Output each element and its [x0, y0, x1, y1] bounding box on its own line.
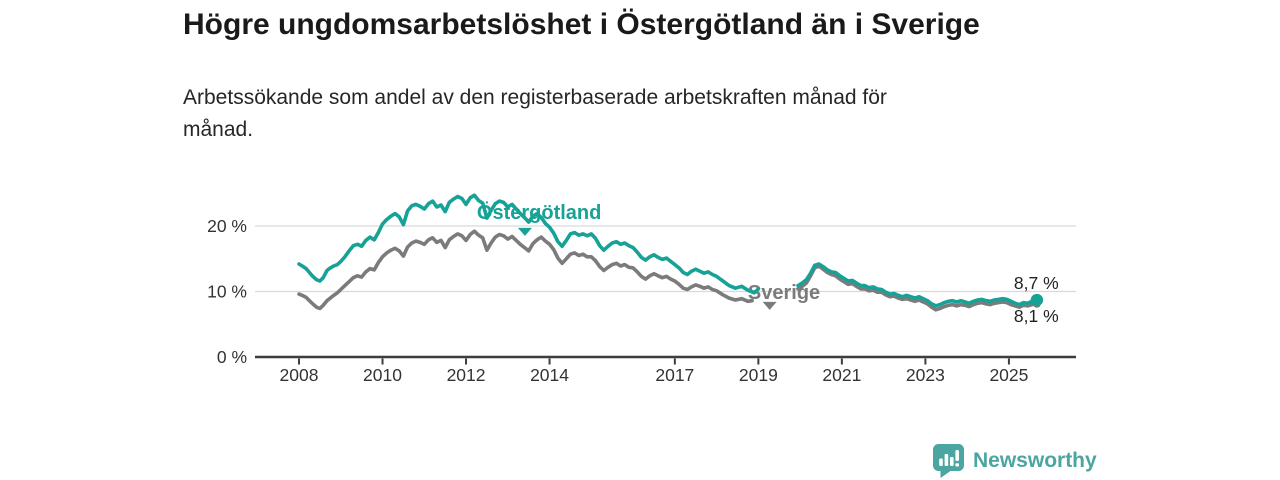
- series-line-sverige-seg1: [297, 229, 754, 311]
- x-tick-label-2023: 2023: [906, 365, 945, 385]
- bar-chart-speech-bubble-icon: [933, 444, 964, 478]
- x-tick-label-2019: 2019: [739, 365, 778, 385]
- brand-logo: Newsworthy: [933, 444, 1097, 478]
- x-tick-label-2017: 2017: [655, 365, 694, 385]
- x-tick-label-2014: 2014: [530, 365, 569, 385]
- page-title: Högre ungdomsarbetslöshet i Östergötland…: [183, 8, 980, 41]
- series-line-stergtland-seg2: [796, 262, 1039, 308]
- brand-name: Newsworthy: [973, 449, 1097, 472]
- series-line-stergtland-seg1: [297, 193, 761, 295]
- x-tick-label-2010: 2010: [363, 365, 402, 385]
- y-tick-label-10: 10 %: [207, 282, 247, 302]
- x-tick-label-2012: 2012: [447, 365, 486, 385]
- series-label-pointer-sverige: [762, 301, 777, 310]
- series-label-pointer-stergtland: [517, 227, 532, 236]
- series-label-stergtland: Östergötland: [477, 201, 601, 224]
- chart-subtitle: Arbetssökande som andel av den registerb…: [183, 82, 887, 145]
- y-tick-label-20: 20 %: [207, 216, 247, 236]
- end-dot-stergtland: [1030, 293, 1044, 307]
- chart-subtitle-line2: månad.: [183, 117, 254, 141]
- y-tick-label-0: 0 %: [217, 347, 247, 367]
- chart-subtitle-line1: Arbetssökande som andel av den registerb…: [183, 86, 887, 109]
- end-label-stergtland: 8,7 %: [1014, 273, 1059, 293]
- end-label-sverige: 8,1 %: [1014, 306, 1059, 326]
- x-tick-label-2021: 2021: [822, 365, 861, 385]
- x-tick-label-2025: 2025: [989, 365, 1028, 385]
- series-line-sverige-seg2: [796, 264, 1039, 312]
- series-label-sverige: Sverige: [748, 282, 820, 304]
- x-tick-label-2008: 2008: [280, 365, 319, 385]
